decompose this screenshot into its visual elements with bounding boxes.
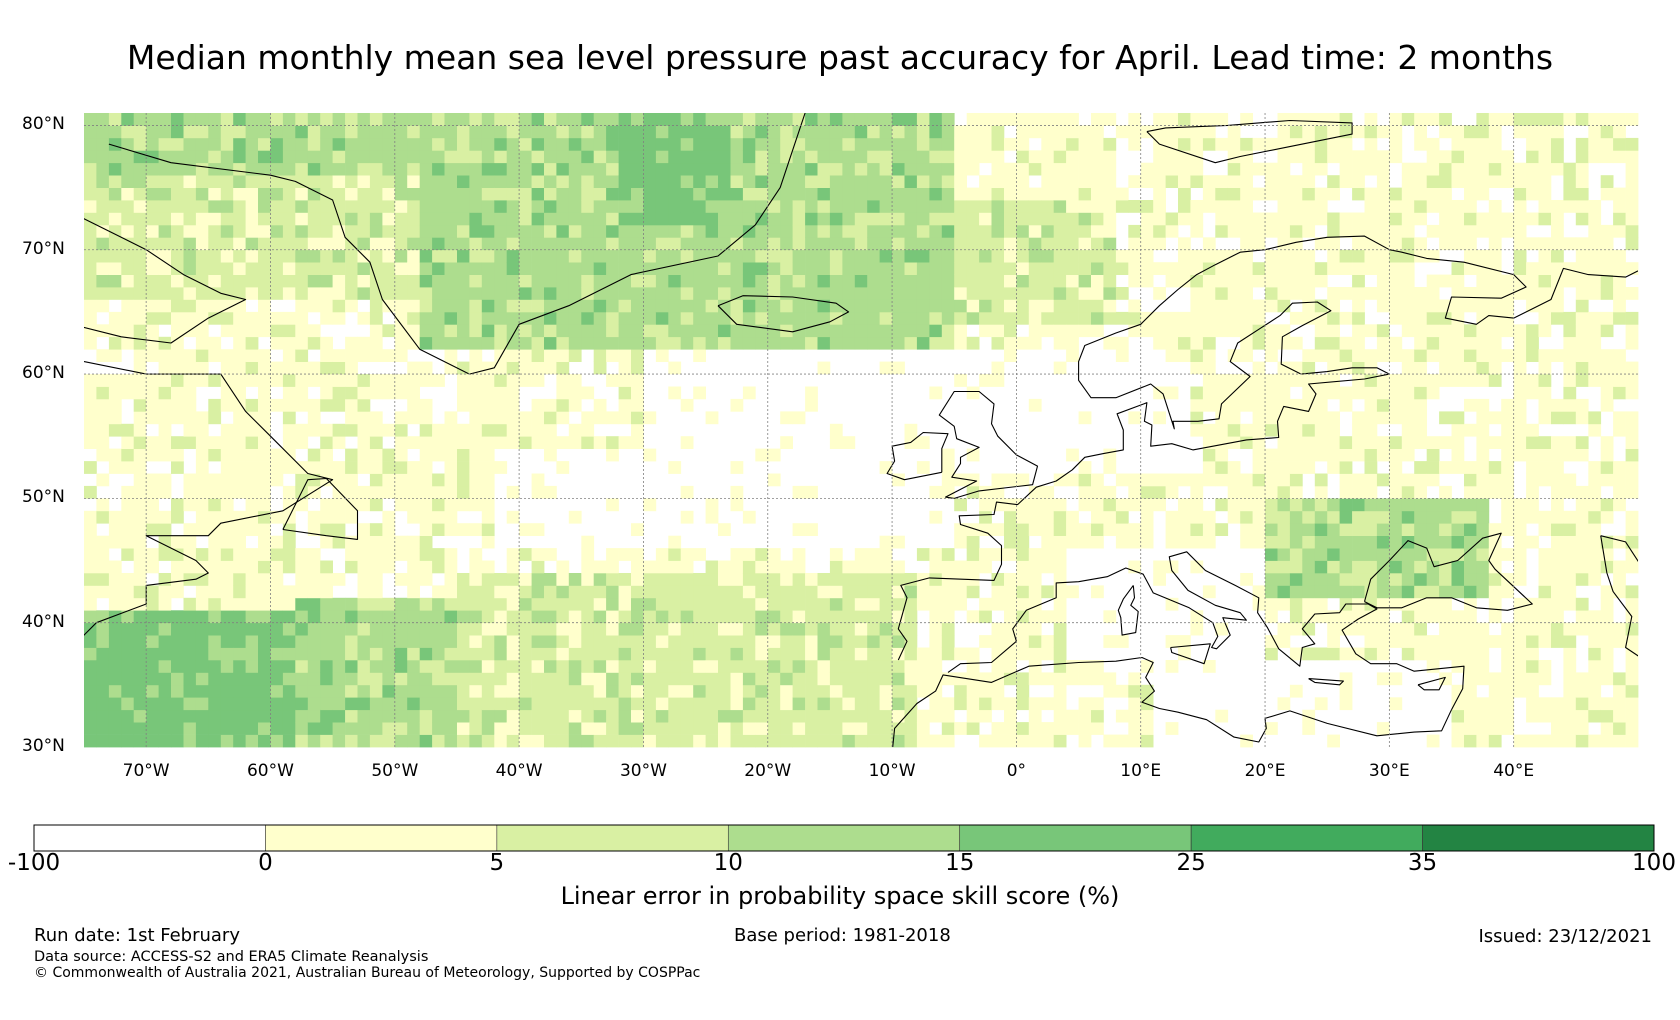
issued-date: Issued: 23/12/2021 bbox=[1478, 926, 1652, 947]
colorbar-segment bbox=[1422, 824, 1655, 852]
newfoundland-coast bbox=[282, 477, 359, 540]
lat-tick-label: 60°N bbox=[22, 363, 65, 384]
lat-tick-label: 40°N bbox=[22, 611, 65, 632]
lon-tick-label: 70°W bbox=[122, 761, 170, 781]
novaya-zemlya bbox=[1657, 169, 1680, 242]
cyprus-coast bbox=[1417, 676, 1446, 691]
skill-map[interactable] bbox=[0, 0, 1680, 760]
colorbar-scale bbox=[33, 824, 1655, 852]
colorbar-segment bbox=[265, 824, 498, 852]
skill-cells bbox=[84, 113, 1639, 748]
ireland-coast bbox=[886, 431, 949, 481]
run-date: Run date: 1st February bbox=[34, 925, 240, 946]
colorbar-tick-label: 5 bbox=[489, 850, 505, 876]
gridlines bbox=[84, 113, 1638, 747]
colorbar-tick-label: -100 bbox=[7, 850, 61, 876]
lon-tick-label: 20°W bbox=[744, 761, 792, 781]
lon-tick-label: 40°W bbox=[495, 761, 543, 781]
europe-coast bbox=[897, 235, 1638, 661]
colorbar-segment bbox=[727, 824, 961, 852]
colorbar-tick-label: 35 bbox=[1407, 850, 1438, 876]
colorbar-tick-label: 10 bbox=[713, 850, 743, 876]
map-panel[interactable] bbox=[0, 0, 1680, 760]
copyright: © Commonwealth of Australia 2021, Austra… bbox=[34, 965, 701, 981]
base-period: Base period: 1981-2018 bbox=[734, 925, 951, 946]
lon-tick-label: 10°E bbox=[1120, 761, 1162, 781]
colorbar-segment bbox=[959, 824, 1192, 852]
lat-tick-label: 30°N bbox=[22, 736, 65, 756]
colorbar-tick-label: 100 bbox=[1632, 850, 1676, 876]
baffin-coast bbox=[84, 218, 247, 344]
chart-title: Median monthly mean sea level pressure p… bbox=[126, 38, 1554, 77]
colorbar-tick-label: 0 bbox=[258, 850, 273, 876]
colorbar-segment bbox=[496, 824, 729, 852]
colorbar-title: Linear error in probability space skill … bbox=[560, 882, 1120, 910]
lon-tick-label: 30°E bbox=[1368, 761, 1410, 781]
africa-coast bbox=[892, 656, 1452, 747]
black-sea-coast bbox=[1363, 532, 1533, 611]
med-coast-north bbox=[947, 551, 1465, 710]
svalbard-coast bbox=[1146, 119, 1353, 164]
colorbar-segment bbox=[1190, 824, 1423, 852]
lon-tick-label: 50°W bbox=[371, 761, 419, 781]
britain-coast bbox=[938, 390, 1039, 499]
lat-tick-label: 80°N bbox=[22, 114, 65, 135]
colorbar-frame bbox=[33, 824, 1655, 852]
lon-tick-label: 20°E bbox=[1244, 761, 1286, 781]
lon-tick-label: 0° bbox=[1006, 761, 1027, 781]
lat-tick-label: 50°N bbox=[22, 487, 65, 508]
labrador-coast bbox=[84, 361, 334, 636]
lon-tick-label: 10°W bbox=[868, 761, 916, 781]
coastlines bbox=[84, 113, 1680, 747]
lon-tick-label: 60°W bbox=[246, 761, 294, 781]
colorbar-tick-label: 25 bbox=[1176, 850, 1206, 876]
lon-tick-label: 40°E bbox=[1493, 761, 1535, 781]
colorbar-segment bbox=[33, 824, 266, 852]
crete-coast bbox=[1308, 678, 1344, 686]
lon-tick-label: 30°W bbox=[619, 761, 667, 781]
colorbar bbox=[0, 800, 1680, 920]
caspian-coast bbox=[1600, 535, 1638, 657]
data-source: Data source: ACCESS-S2 and ERA5 Climate … bbox=[34, 949, 429, 965]
colorbar-tick-label: 15 bbox=[945, 850, 975, 876]
sicily-coast bbox=[1170, 643, 1211, 665]
iceland-coast bbox=[717, 295, 850, 333]
lat-tick-label: 70°N bbox=[22, 238, 65, 259]
corsica-sardinia bbox=[1117, 585, 1139, 636]
